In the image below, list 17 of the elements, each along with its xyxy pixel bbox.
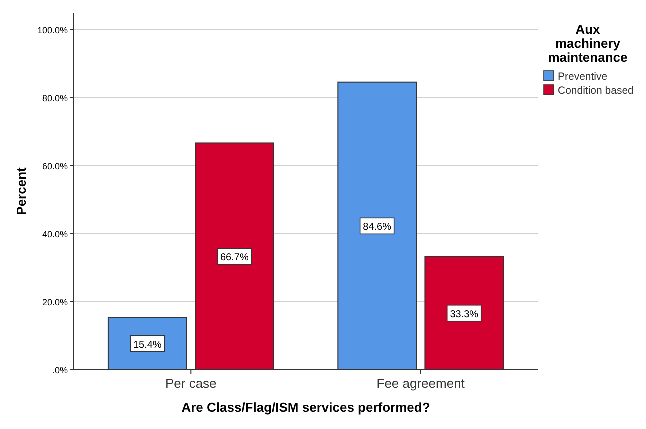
data-label: 15.4%: [133, 340, 162, 351]
y-tick-label: 80.0%: [42, 94, 68, 104]
y-tick-label: 20.0%: [42, 298, 68, 308]
y-tick-label: 60.0%: [42, 162, 68, 172]
x-tick-label: Per case: [165, 376, 217, 391]
data-label: 84.6%: [363, 222, 392, 234]
legend-title: Aux machinery maintenance: [548, 22, 628, 65]
y-tick-label: 100.0%: [37, 26, 68, 36]
legend-label: Preventive: [558, 71, 608, 83]
x-axis-title: Are Class/Flag/ISM services performed?: [182, 400, 430, 415]
y-axis-title: Percent: [14, 166, 29, 216]
data-label: 33.3%: [450, 309, 479, 320]
y-tick-label: 40.0%: [42, 230, 68, 240]
legend-label: Condition based: [558, 85, 634, 97]
x-tick-label: Fee agreement: [376, 376, 466, 391]
y-tick-label: .0%: [52, 366, 68, 376]
data-label: 66.7%: [220, 252, 249, 264]
